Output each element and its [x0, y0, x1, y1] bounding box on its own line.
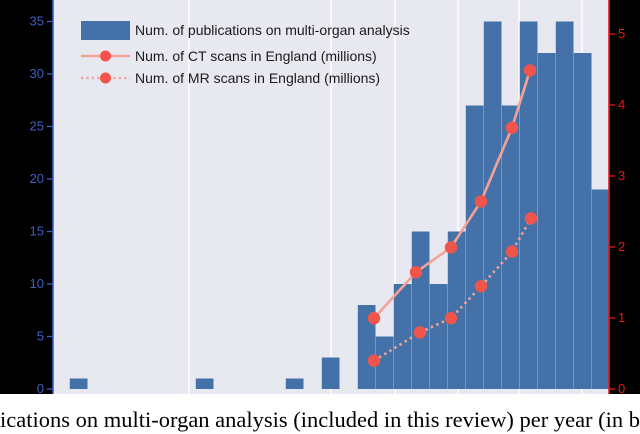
- svg-text:30: 30: [30, 66, 44, 81]
- svg-text:Num. of CT scans in England (m: Num. of CT scans in England (millions): [135, 48, 377, 64]
- svg-text:0: 0: [618, 381, 625, 396]
- svg-text:0: 0: [37, 381, 44, 396]
- svg-text:20: 20: [30, 171, 44, 186]
- svg-text:10: 10: [30, 276, 44, 291]
- svg-text:4: 4: [618, 97, 625, 112]
- svg-text:Num. of MR scans in England (m: Num. of MR scans in England (millions): [135, 70, 380, 86]
- svg-text:5: 5: [37, 329, 44, 344]
- svg-text:2: 2: [618, 239, 625, 254]
- svg-text:Num. of publications on multi-: Num. of publications on multi-organ anal…: [135, 22, 410, 38]
- svg-text:35: 35: [30, 14, 44, 29]
- svg-text:15: 15: [30, 224, 44, 239]
- svg-text:5: 5: [618, 26, 625, 41]
- svg-text:25: 25: [30, 119, 44, 134]
- svg-text:3: 3: [618, 168, 625, 183]
- svg-text:1: 1: [618, 310, 625, 325]
